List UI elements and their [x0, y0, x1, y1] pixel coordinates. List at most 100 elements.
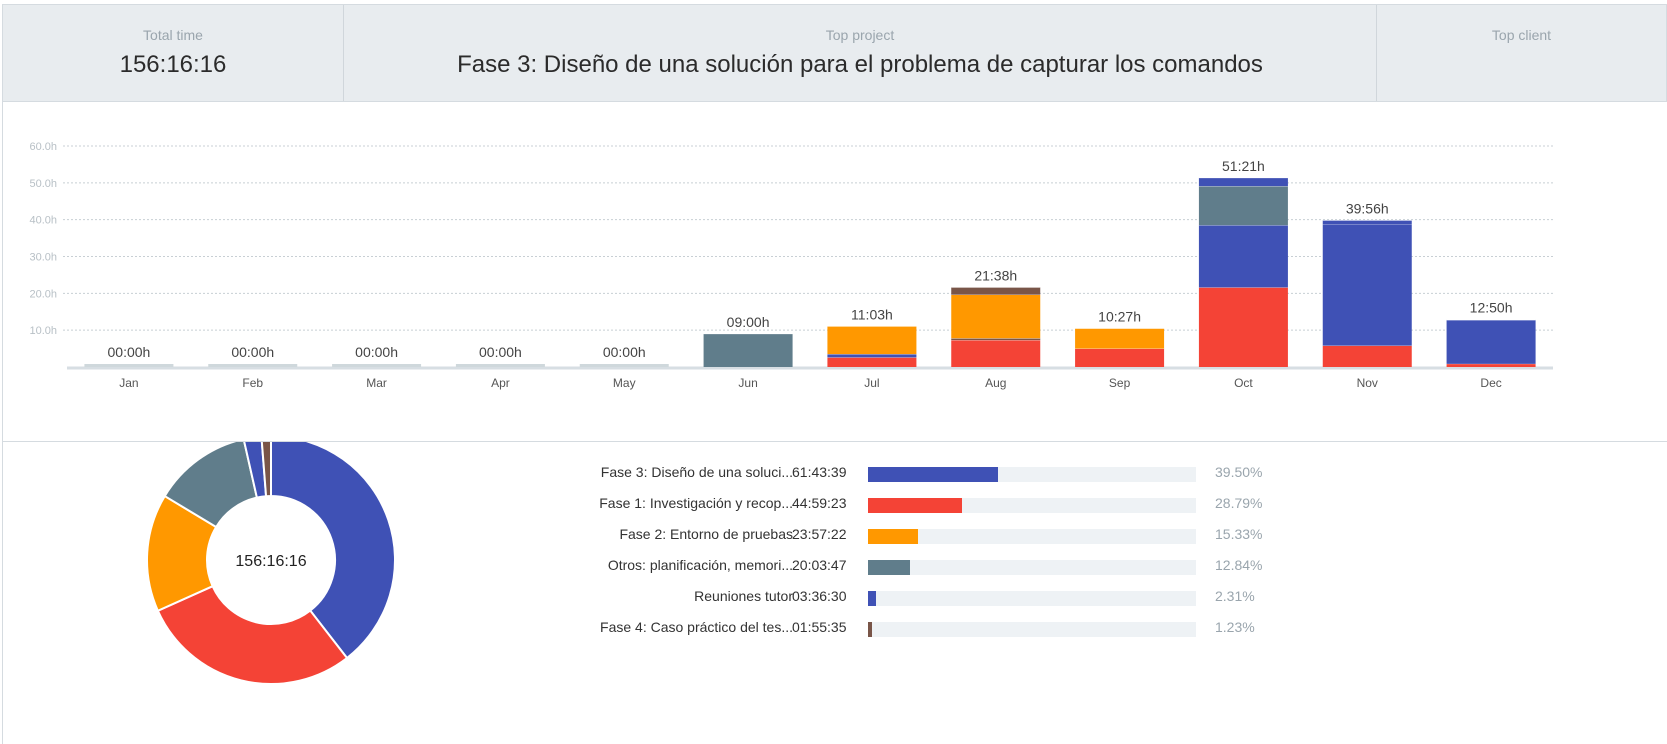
x-tick-label: Feb — [242, 376, 263, 390]
project-list: Fase 3: Diseño de una soluci... 61:43:39 3… — [563, 464, 1263, 650]
project-row-fase3[interactable]: Fase 3: Diseño de una soluci... 61:43:39 3… — [563, 464, 1263, 495]
bar-segment-oct-otros[interactable] — [1198, 186, 1288, 226]
bar-total-label: 00:00h — [108, 344, 151, 360]
project-progress-fill — [868, 622, 873, 637]
donut-chart-svg: 156:16:16 — [146, 442, 396, 685]
bar-segment-aug-fase2[interactable] — [951, 294, 1041, 339]
bar-segment-nov-fase1[interactable] — [1322, 345, 1412, 367]
bar-segment-sep-fase1[interactable] — [1075, 348, 1165, 367]
project-time: 03:36:30 — [792, 588, 847, 604]
project-time: 20:03:47 — [792, 557, 847, 573]
total-time-label: Total time — [143, 27, 203, 43]
summary-bar: Total time 156:16:16 Top project Fase 3:… — [2, 4, 1667, 102]
project-progress-fill — [868, 560, 911, 575]
total-time-card: Total time 156:16:16 — [3, 5, 344, 101]
bar-segment-jul-fase3[interactable] — [827, 354, 917, 358]
y-tick-label: 20.0h — [29, 288, 57, 300]
monthly-bar-chart: 10.0h 20.0h 30.0h 40.0h 50.0h 60.0h 00:00h Jan 0… — [2, 102, 1667, 442]
bar-empty-mar[interactable] — [332, 364, 422, 367]
project-time: 61:43:39 — [792, 464, 847, 480]
bar-segment-dec-fase1[interactable] — [1446, 363, 1536, 367]
bar-segment-oct-fase1[interactable] — [1198, 287, 1288, 367]
bar-segment-oct-fase3[interactable] — [1198, 225, 1288, 288]
bar-empty-jan[interactable] — [84, 364, 174, 367]
bar-segment-dec-fase3[interactable] — [1446, 320, 1536, 364]
bar-segment-aug-fase4[interactable] — [951, 338, 1041, 341]
project-time: 44:59:23 — [792, 495, 847, 511]
project-breakdown: 156:16:16 Fase 3: Diseño de una soluci..… — [2, 442, 1667, 744]
top-client-card: Top client — [1377, 5, 1666, 101]
project-name: Fase 1: Investigación y recop... — [599, 495, 793, 511]
y-tick-label: 40.0h — [29, 215, 57, 227]
bar-segment-aug-fase4[interactable] — [951, 287, 1041, 295]
donut-slice-fase4[interactable] — [260, 442, 272, 498]
bar-segment-sep-fase2[interactable] — [1075, 328, 1165, 349]
project-time: 01:55:35 — [792, 619, 847, 635]
donut-center-label: 156:16:16 — [235, 553, 306, 570]
bar-empty-apr[interactable] — [455, 364, 545, 367]
project-name: Reuniones tutor — [694, 588, 793, 604]
project-row-reuniones[interactable]: Reuniones tutor 03:36:30 2.31% — [563, 588, 1263, 619]
donut-slice-otros[interactable] — [163, 442, 259, 529]
x-tick-label: Jan — [119, 376, 138, 390]
x-tick-label: Oct — [1234, 376, 1253, 390]
x-tick-label: Mar — [366, 376, 387, 390]
bar-total-label: 39:56h — [1346, 200, 1389, 216]
bar-total-label: 11:03h — [851, 306, 893, 322]
project-row-fase1[interactable]: Fase 1: Investigación y recop... 44:59:23… — [563, 495, 1263, 526]
project-percent: 15.33% — [1215, 526, 1263, 542]
project-progress-track — [868, 560, 1196, 575]
project-percent: 2.31% — [1215, 588, 1255, 604]
bar-segment-aug-fase1[interactable] — [951, 340, 1041, 367]
project-progress-track — [868, 529, 1196, 544]
project-percent: 1.23% — [1215, 619, 1255, 635]
bar-total-label: 00:00h — [603, 344, 646, 360]
project-progress-track — [868, 591, 1196, 606]
project-progress-fill — [868, 591, 876, 606]
top-project-card: Top project Fase 3: Diseño de una soluci… — [344, 5, 1377, 101]
y-tick-label: 50.0h — [29, 178, 57, 190]
bar-total-label: 09:00h — [727, 314, 770, 330]
bar-total-label: 12:50h — [1470, 300, 1513, 316]
project-row-fase2[interactable]: Fase 2: Entorno de pruebas 23:57:22 15.33% — [563, 526, 1263, 557]
bar-segment-jul-fase2[interactable] — [827, 326, 917, 355]
top-client-label: Top client — [1491, 27, 1552, 43]
bar-total-label: 00:00h — [479, 344, 522, 360]
project-name: Fase 4: Caso práctico del tes... — [600, 619, 793, 635]
bar-segment-jun-otros[interactable] — [703, 333, 793, 367]
x-tick-label: May — [613, 376, 636, 390]
bar-total-label: 10:27h — [1098, 309, 1141, 325]
project-progress-track — [868, 498, 1196, 513]
project-row-fase4[interactable]: Fase 4: Caso práctico del tes... 01:55:35… — [563, 619, 1263, 650]
bar-total-label: 21:38h — [974, 267, 1017, 283]
bar-total-label: 00:00h — [231, 344, 274, 360]
top-project-value: Fase 3: Diseño de una solución para el p… — [457, 51, 1263, 78]
project-progress-track — [868, 467, 1196, 482]
donut-slice-fase3[interactable] — [270, 442, 396, 660]
project-row-otros[interactable]: Otros: planificación, memori... 20:03:47 1… — [563, 557, 1263, 588]
x-tick-label: Jun — [738, 376, 757, 390]
project-progress-fill — [868, 529, 919, 544]
bar-empty-feb[interactable] — [208, 364, 298, 367]
bar-segment-nov-reuniones[interactable] — [1322, 220, 1412, 225]
bar-segment-jul-fase1[interactable] — [827, 357, 917, 367]
bar-total-label: 00:00h — [355, 344, 398, 360]
bar-segment-oct-reuniones[interactable] — [1198, 177, 1288, 187]
bar-segment-nov-fase3[interactable] — [1322, 224, 1412, 346]
top-project-label: Top project — [825, 27, 895, 43]
project-name: Otros: planificación, memori... — [607, 557, 793, 573]
x-tick-label: Sep — [1109, 376, 1131, 390]
project-name: Fase 2: Entorno de pruebas — [619, 526, 793, 542]
bar-empty-may[interactable] — [579, 364, 669, 367]
bar-total-label: 51:21h — [1222, 158, 1265, 174]
y-tick-label: 10.0h — [29, 325, 57, 337]
project-time: 23:57:22 — [792, 526, 847, 542]
donut-slice-fase1[interactable] — [156, 584, 349, 685]
project-progress-fill — [868, 467, 998, 482]
project-progress-track — [868, 622, 1196, 637]
y-tick-label: 60.0h — [29, 141, 57, 153]
x-tick-label: Aug — [985, 376, 1006, 390]
bar-segment-dec-reuniones[interactable] — [1446, 319, 1536, 321]
project-progress-fill — [868, 498, 963, 513]
x-tick-label: Apr — [491, 376, 510, 390]
